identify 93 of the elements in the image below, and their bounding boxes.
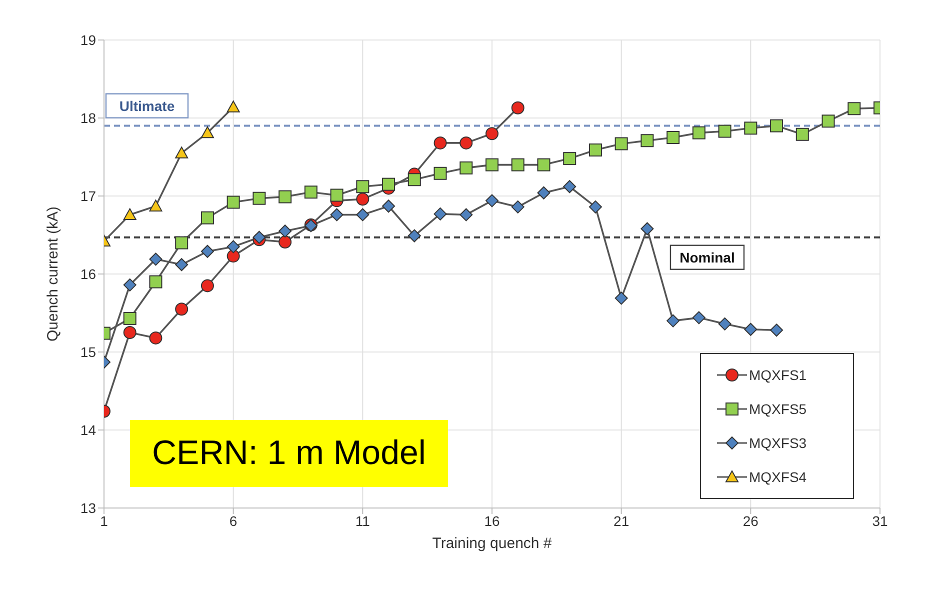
legend-label: MQXFS1 — [749, 367, 807, 383]
point — [226, 250, 240, 263]
point — [123, 208, 136, 220]
y-tick-label: 18 — [80, 110, 96, 126]
y-tick-label: 19 — [80, 32, 96, 48]
point — [460, 136, 473, 150]
point — [434, 166, 447, 180]
x-tick-label: 1 — [100, 512, 108, 529]
point — [304, 186, 318, 199]
ref-line-label: Nominal — [680, 249, 735, 266]
point — [460, 208, 473, 222]
point — [382, 178, 396, 191]
point — [588, 200, 602, 214]
point — [200, 279, 214, 292]
point — [200, 126, 214, 138]
point — [123, 326, 136, 339]
point — [278, 224, 292, 238]
point — [588, 143, 602, 156]
point — [640, 134, 654, 148]
point — [149, 275, 162, 288]
point — [718, 124, 732, 138]
x-tick-label: 11 — [355, 512, 370, 529]
point — [278, 236, 292, 249]
point — [149, 200, 162, 212]
point — [123, 312, 136, 325]
point — [200, 244, 214, 258]
point — [226, 240, 240, 254]
point — [666, 131, 680, 144]
point — [330, 208, 344, 222]
point — [123, 278, 136, 292]
legend-label: MQXFS3 — [749, 435, 807, 451]
point — [537, 158, 550, 172]
point — [226, 100, 240, 112]
point — [848, 102, 861, 116]
point — [666, 314, 680, 328]
y-tick-label: 14 — [80, 422, 96, 438]
point — [175, 258, 188, 272]
point — [822, 114, 835, 128]
point — [744, 322, 758, 336]
point — [226, 196, 240, 209]
y-tick-label: 15 — [80, 344, 96, 360]
point — [460, 161, 473, 174]
legend-label: MQXFS4 — [749, 469, 807, 485]
point — [511, 200, 524, 214]
ref-line-label: Ultimate — [119, 98, 175, 114]
point — [382, 200, 396, 213]
point — [614, 137, 628, 150]
point — [770, 324, 784, 337]
point — [770, 119, 784, 132]
point — [511, 101, 524, 114]
point — [252, 230, 266, 244]
x-tick-label: 21 — [614, 512, 630, 529]
point — [356, 208, 370, 222]
point — [175, 146, 188, 158]
x-tick-label: 26 — [742, 512, 759, 529]
legend-label: MQXFS5 — [749, 401, 807, 417]
point — [537, 186, 550, 200]
point — [563, 152, 576, 166]
y-tick-label: 13 — [80, 500, 96, 516]
point — [718, 317, 732, 330]
point — [796, 128, 809, 141]
point — [408, 173, 421, 186]
point — [330, 188, 344, 202]
point — [356, 192, 370, 206]
y-axis-title: Quench current (kA) — [44, 206, 62, 342]
point — [408, 229, 421, 242]
point — [175, 236, 188, 250]
point — [486, 127, 498, 140]
point — [434, 136, 447, 150]
y-tick-label: 16 — [80, 266, 96, 282]
point — [149, 331, 162, 344]
x-tick-label: 16 — [484, 512, 500, 529]
point — [563, 180, 576, 194]
point — [640, 222, 654, 236]
point — [175, 302, 188, 316]
x-axis-title: Training quench # — [432, 535, 552, 552]
y-tick-label: 17 — [80, 188, 96, 204]
point — [434, 207, 447, 220]
x-tick-label: 6 — [229, 512, 238, 529]
point — [692, 126, 706, 140]
point — [511, 158, 524, 172]
point — [692, 311, 706, 324]
point — [356, 180, 370, 194]
point — [744, 122, 758, 135]
point — [614, 292, 628, 305]
point — [252, 192, 266, 205]
point — [149, 252, 162, 266]
point — [278, 190, 292, 204]
point — [200, 211, 214, 224]
point — [486, 158, 498, 172]
annotation: CERN: 1 m Model — [130, 420, 448, 487]
point — [486, 194, 498, 208]
x-tick-label: 31 — [872, 512, 888, 529]
